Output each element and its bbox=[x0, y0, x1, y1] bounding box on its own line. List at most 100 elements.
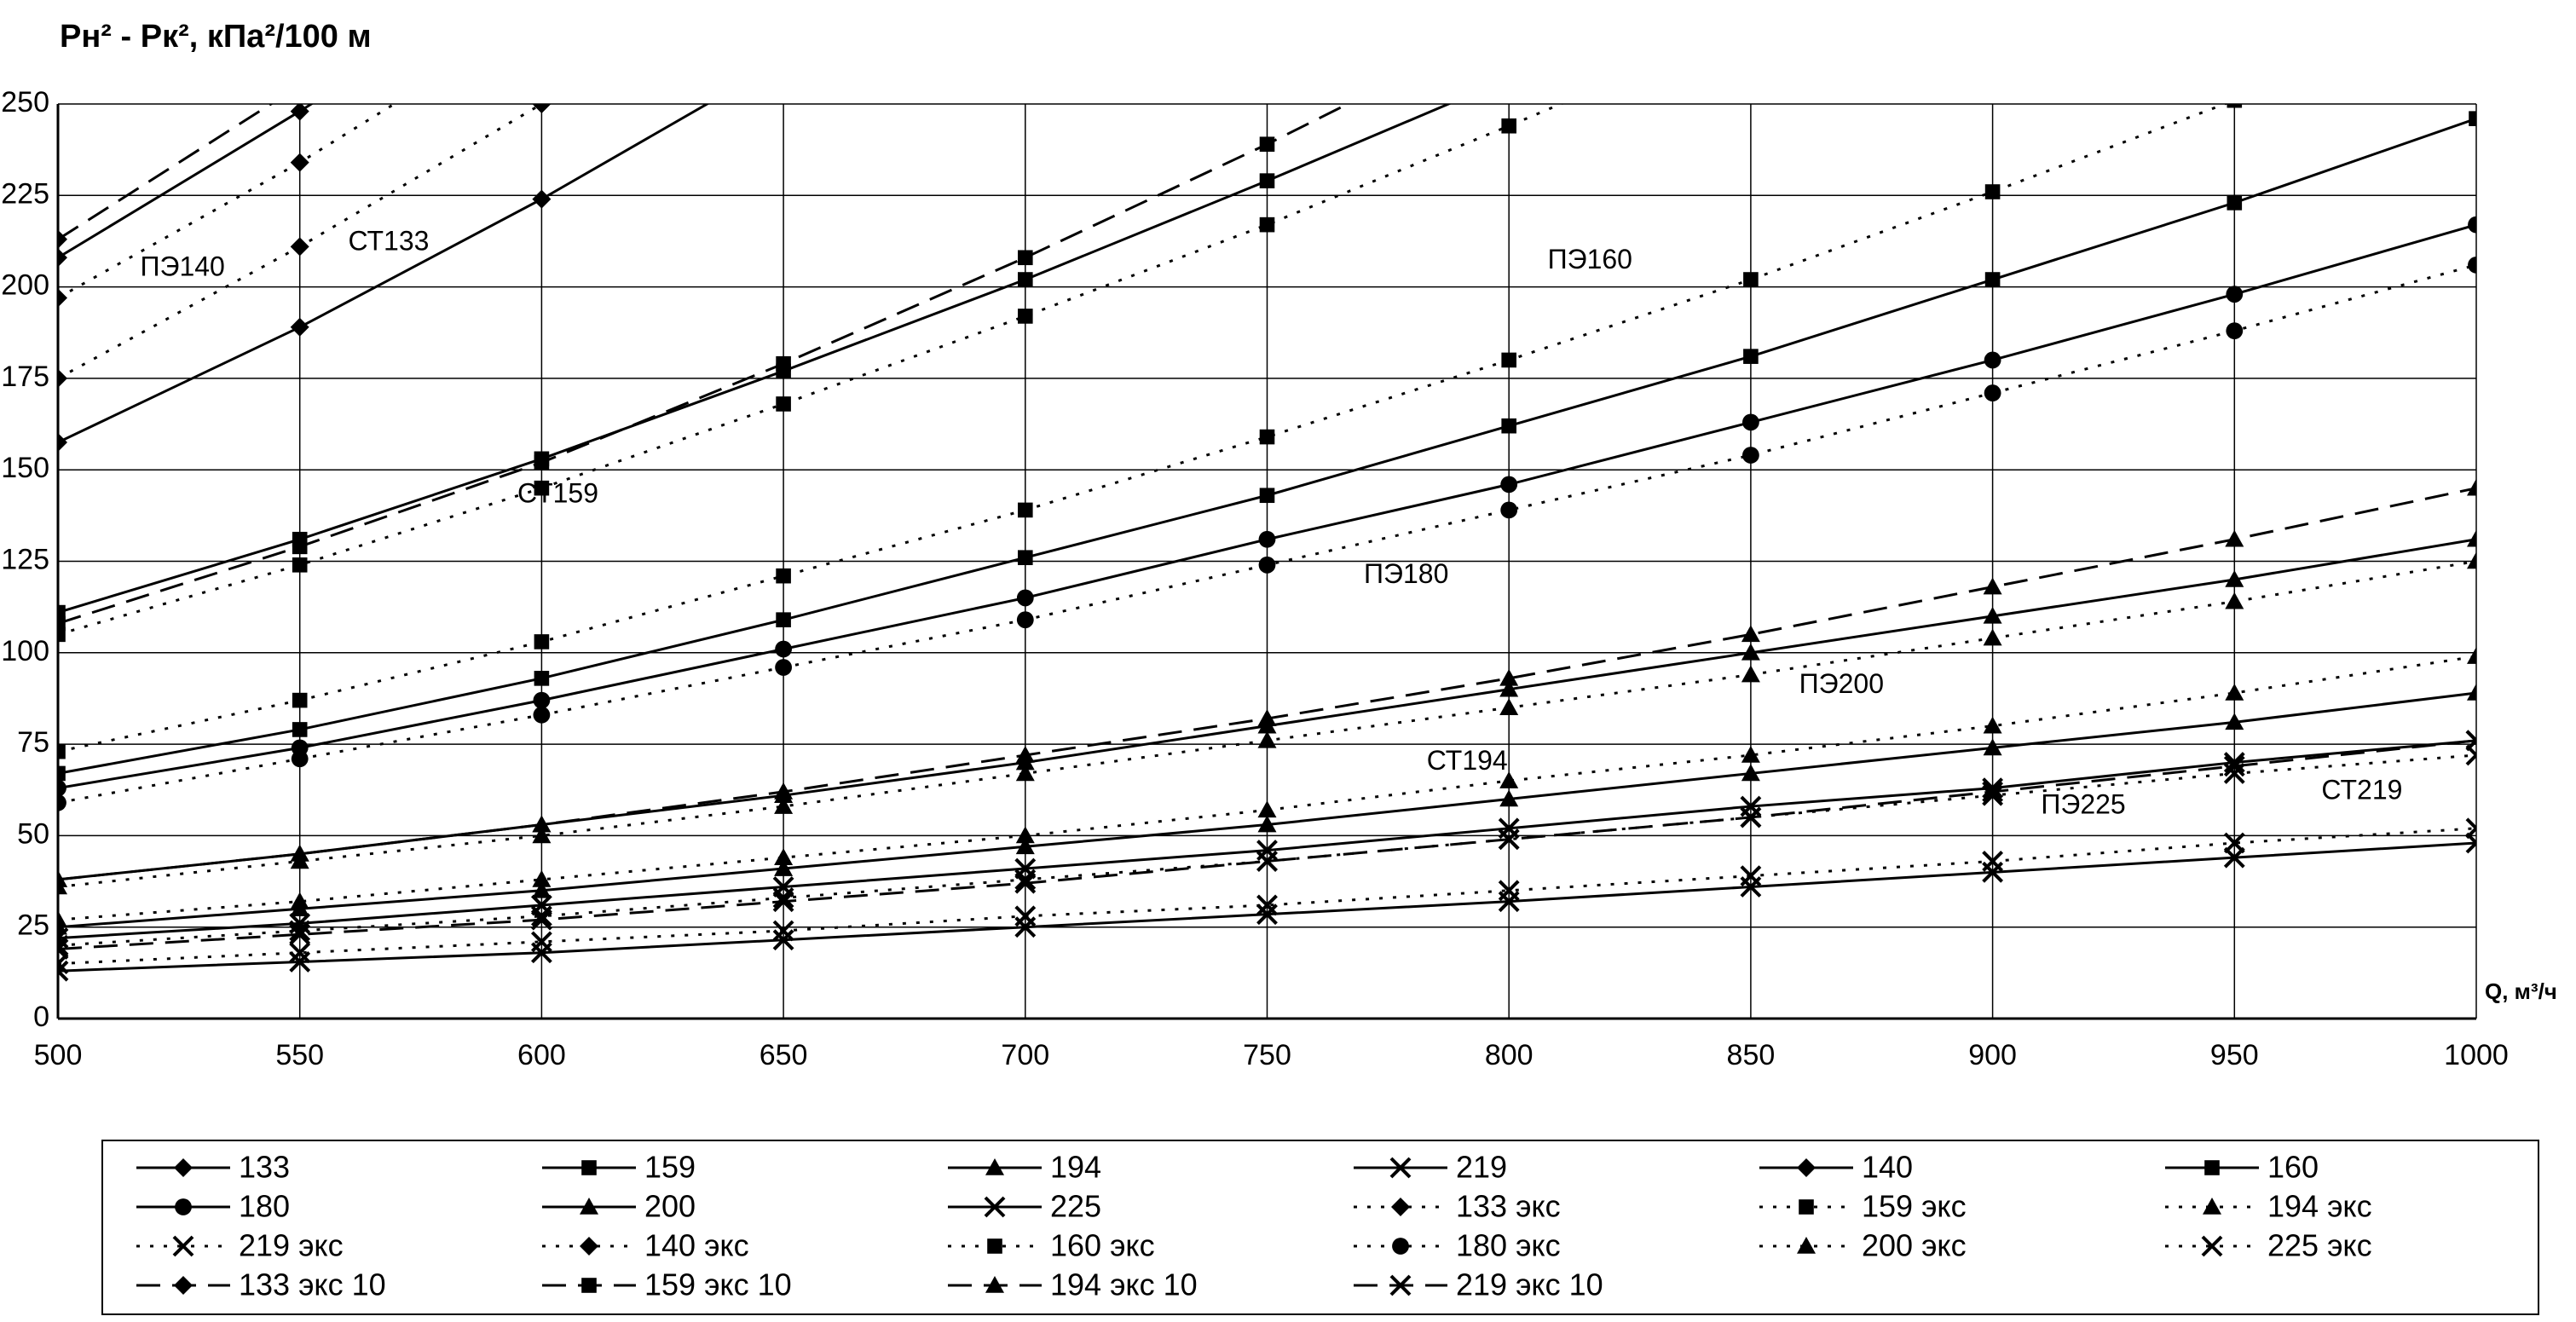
marker bbox=[2469, 0, 2484, 13]
y-tick-label: 175 bbox=[1, 361, 49, 393]
marker bbox=[1741, 643, 1760, 661]
marker bbox=[1259, 173, 1275, 188]
x-tick-label: 700 bbox=[1001, 1039, 1049, 1071]
marker bbox=[1256, 903, 1278, 926]
marker bbox=[772, 929, 794, 951]
legend-label: 140 bbox=[1862, 1150, 1913, 1185]
legend-label: 159 bbox=[644, 1150, 696, 1185]
legend-label: 133 экс 10 bbox=[239, 1267, 386, 1302]
legend-label: 159 экс 10 bbox=[644, 1267, 792, 1302]
marker bbox=[58, 248, 67, 268]
x-tick-label: 900 bbox=[1968, 1039, 2017, 1071]
marker bbox=[1014, 905, 1037, 927]
marker bbox=[58, 765, 66, 782]
y-tick-label: 200 bbox=[1, 269, 49, 302]
marker bbox=[2223, 763, 2245, 784]
marker bbox=[774, 797, 794, 814]
marker bbox=[772, 891, 794, 913]
marker bbox=[1983, 628, 2002, 646]
marker bbox=[2465, 817, 2476, 840]
marker bbox=[1499, 771, 1519, 788]
marker bbox=[532, 3, 551, 22]
y-tick-label: 100 bbox=[1, 635, 49, 667]
marker bbox=[1743, 16, 1759, 32]
x-tick-label: 850 bbox=[1727, 1039, 1776, 1071]
marker bbox=[1015, 745, 1035, 763]
marker bbox=[58, 604, 66, 621]
x-tick-label: 550 bbox=[275, 1039, 324, 1071]
marker bbox=[1740, 865, 1762, 887]
marker bbox=[1016, 611, 1034, 629]
marker bbox=[58, 869, 67, 887]
marker bbox=[291, 750, 309, 768]
x-tick-label: 750 bbox=[1243, 1039, 1291, 1071]
marker bbox=[58, 615, 66, 632]
x-tick-label: 650 bbox=[760, 1039, 808, 1071]
marker bbox=[776, 612, 791, 627]
x-tick-label: 600 bbox=[517, 1039, 566, 1071]
legend-label: 225 экс bbox=[2267, 1228, 2372, 1263]
legend-label: 140 экс bbox=[644, 1228, 749, 1263]
marker bbox=[532, 826, 552, 844]
marker bbox=[1501, 118, 1516, 134]
marker bbox=[1797, 1237, 1816, 1254]
marker bbox=[1982, 777, 2004, 800]
marker bbox=[1741, 745, 1760, 763]
marker bbox=[530, 905, 552, 927]
marker bbox=[1259, 488, 1275, 504]
annotation: СТ194 bbox=[1427, 745, 1508, 776]
marker bbox=[1741, 665, 1760, 683]
marker bbox=[2467, 551, 2476, 569]
legend-label: 180 bbox=[239, 1189, 290, 1224]
marker bbox=[1018, 502, 1033, 518]
marker bbox=[1257, 800, 1277, 818]
y-tick-label: 0 bbox=[33, 1001, 49, 1033]
annotation: СТ133 bbox=[348, 226, 429, 257]
marker bbox=[774, 859, 794, 876]
marker bbox=[2467, 529, 2476, 547]
y-tick-label: 50 bbox=[17, 817, 49, 850]
legend-label: 159 экс bbox=[1862, 1189, 1967, 1224]
marker bbox=[289, 920, 311, 942]
legend-label: 194 экс bbox=[2267, 1189, 2372, 1224]
annotation: ПЭ140 bbox=[140, 251, 224, 282]
marker bbox=[58, 934, 69, 956]
marker bbox=[1982, 781, 2004, 803]
y-tick-label: 125 bbox=[1, 543, 49, 575]
marker bbox=[1015, 826, 1035, 844]
marker bbox=[290, 104, 309, 121]
marker bbox=[2223, 832, 2245, 854]
marker bbox=[290, 844, 309, 862]
marker bbox=[174, 1158, 193, 1177]
marker bbox=[580, 1198, 598, 1215]
marker bbox=[1258, 530, 1276, 548]
annotation: СТ219 bbox=[2321, 774, 2402, 805]
marker bbox=[1391, 1198, 1410, 1216]
marker bbox=[533, 706, 551, 724]
marker bbox=[290, 317, 309, 337]
marker bbox=[1257, 709, 1277, 726]
marker bbox=[1015, 764, 1035, 782]
marker bbox=[1256, 851, 1278, 872]
marker bbox=[1498, 828, 1520, 851]
marker bbox=[772, 886, 794, 909]
series-line bbox=[58, 104, 2229, 753]
marker bbox=[1018, 309, 1033, 324]
series-line bbox=[58, 104, 274, 241]
marker bbox=[985, 1276, 1004, 1293]
marker bbox=[58, 910, 67, 927]
y-tick-label: 225 bbox=[1, 177, 49, 210]
marker bbox=[1014, 869, 1037, 891]
marker bbox=[1498, 880, 1520, 902]
y-tick-label: 250 bbox=[1, 86, 49, 118]
x-tick-label: 1000 bbox=[2444, 1039, 2509, 1071]
marker bbox=[1501, 16, 1516, 32]
marker bbox=[1018, 250, 1033, 266]
marker bbox=[532, 189, 552, 209]
marker bbox=[1799, 1199, 1814, 1215]
marker bbox=[1018, 550, 1033, 566]
marker bbox=[775, 640, 792, 658]
marker bbox=[1501, 418, 1516, 434]
legend-label: 133 bbox=[239, 1150, 290, 1185]
marker bbox=[581, 1278, 597, 1293]
